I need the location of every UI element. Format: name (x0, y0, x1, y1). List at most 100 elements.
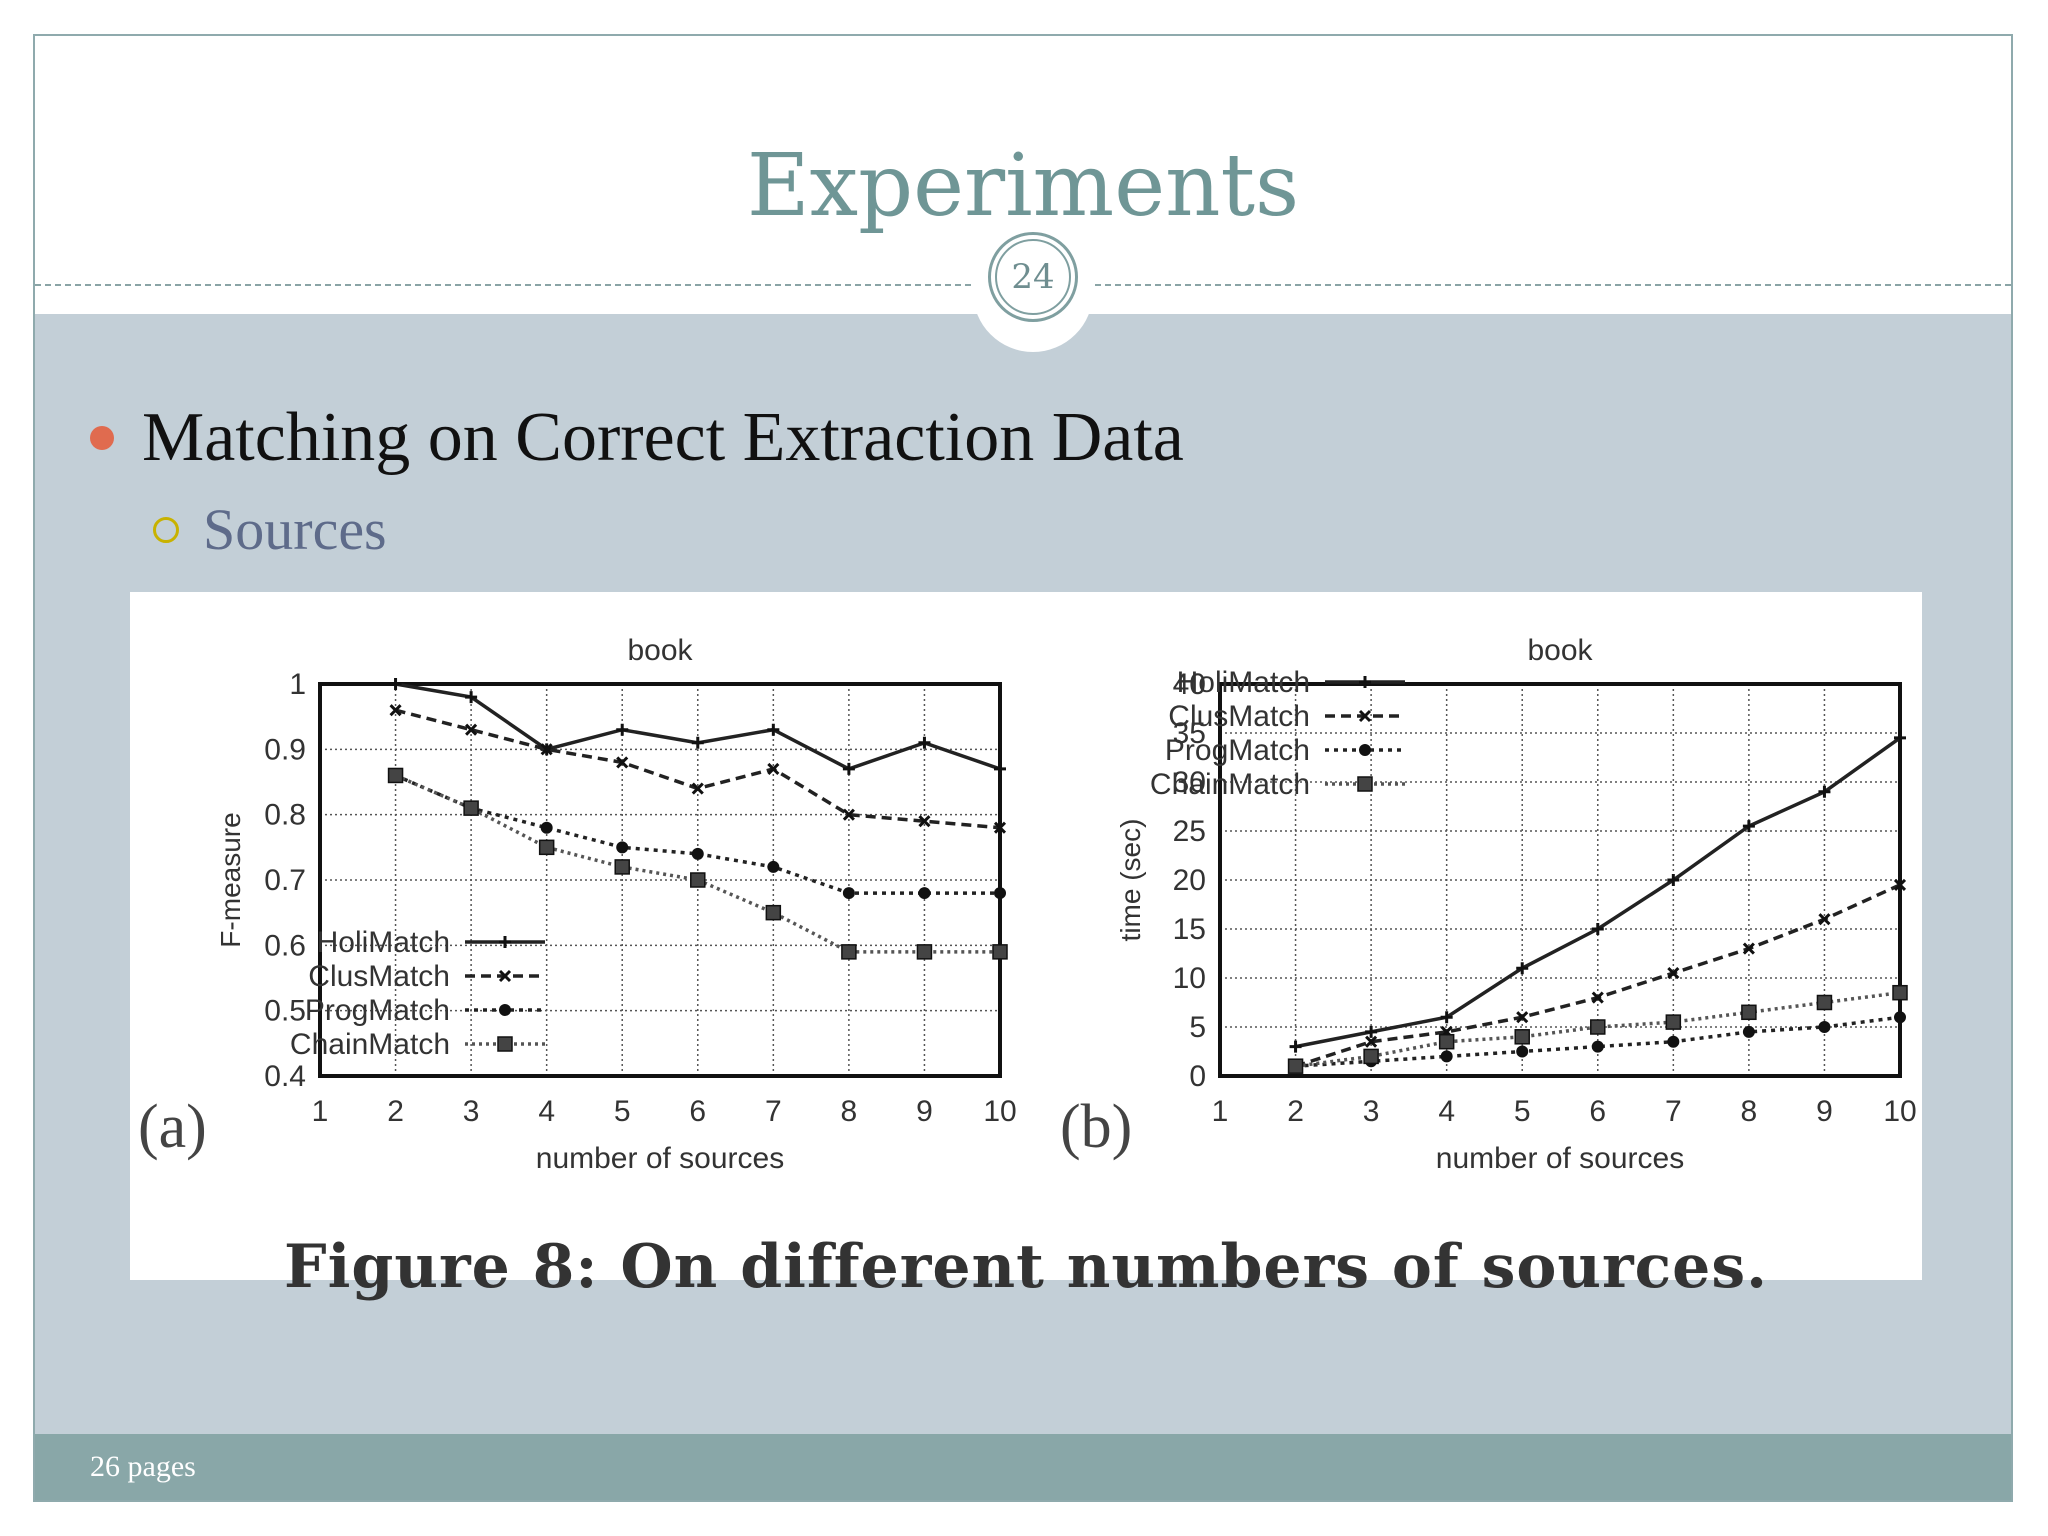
chart1-data-point-holimatch (918, 736, 931, 749)
chart1-x-tick-label: 8 (841, 1095, 858, 1128)
chart2-y-axis-label: time (sec) (1115, 819, 1146, 942)
chart2-legend-marker (1359, 676, 1371, 688)
chart1-data-point-clusmatch (767, 762, 780, 775)
chart1-y-tick-label: 0.5 (264, 995, 306, 1028)
chart2-x-tick-label: 4 (1438, 1095, 1455, 1128)
figure-image: 1 2 3 4 5 6 7 8 9 10 0.4 0.5 0.6 0.7 0.8 0.9 1 book number… (130, 592, 1922, 1302)
chart2-data-point-holimatch (1440, 1011, 1453, 1024)
chart2-data-point-progmatch (1591, 1040, 1604, 1053)
chart2-x-tick-label: 5 (1514, 1095, 1531, 1128)
chart2-x-axis-label: number of sources (1436, 1142, 1684, 1175)
chart2-title: book (1527, 634, 1593, 667)
chart2-legend-label: HoliMatch (1177, 666, 1310, 699)
chart2-data-point-holimatch (1365, 1025, 1378, 1038)
chart1-x-tick-label: 6 (689, 1095, 706, 1128)
chart1-data-point-progmatch (691, 847, 704, 860)
chart1-data-point-clusmatch (389, 704, 402, 717)
subfigure-label-b: (b) (1060, 1093, 1133, 1161)
chart2-x-tick-label: 7 (1665, 1095, 1682, 1128)
chart1-data-point-progmatch (994, 887, 1006, 900)
chart2-data-point-chainmatch (1590, 1019, 1606, 1035)
chart1-x-tick-label: 4 (538, 1095, 555, 1128)
chart2-legend-label: ProgMatch (1165, 734, 1310, 767)
chart2-data-point-progmatch (1516, 1045, 1529, 1058)
page-number-badge: 24 (988, 232, 1078, 322)
chart2-data-point-clusmatch (1591, 991, 1604, 1004)
chart2-y-tick-label: 25 (1173, 815, 1206, 848)
chart2-data-point-progmatch (1667, 1035, 1680, 1048)
chart1-data-point-clusmatch (691, 782, 704, 795)
chart1-data-point-clusmatch (993, 821, 1007, 834)
chart2-x-tick-label: 6 (1589, 1095, 1606, 1128)
chart1-data-point-progmatch (842, 887, 855, 900)
chart1-data-point-chainmatch (538, 839, 555, 856)
page-number: 24 (995, 239, 1071, 315)
chart1-x-tick-label: 3 (463, 1095, 480, 1128)
chart2-data-point-clusmatch (1742, 942, 1755, 955)
chart1-x-tick-label: 1 (312, 1095, 329, 1128)
chart2-data-point-chainmatch (1438, 1033, 1455, 1050)
chart2-x-tick-label: 10 (1883, 1095, 1916, 1128)
chart1-data-point-chainmatch (463, 800, 479, 816)
chart2-data-point-holimatch (1818, 785, 1831, 798)
chart1-data-point-holimatch (767, 723, 780, 736)
chart1-data-point-progmatch (540, 821, 553, 834)
chart1-data-point-chainmatch (841, 944, 857, 960)
chart1-x-tick-label: 9 (916, 1095, 933, 1128)
chart1-x-tick-label: 10 (983, 1095, 1016, 1128)
chart1-y-axis-label: F-measure (215, 812, 246, 947)
chart2-data-point-chainmatch (1287, 1058, 1304, 1074)
chart2-data-point-clusmatch (1365, 1035, 1378, 1048)
chart2-data-point-holimatch (1667, 874, 1680, 886)
chart2-x-tick-label: 2 (1287, 1095, 1304, 1128)
chart2-legend-label: ChainMatch (1150, 768, 1310, 801)
chart2-plot-frame (1218, 682, 1902, 1078)
subfigure-label-a: (a) (138, 1093, 207, 1161)
chart2-legend-label: ClusMatch (1168, 700, 1310, 733)
chart1-data-point-holimatch (994, 762, 1006, 775)
figure-caption: Figure 8: On different numbers of source… (283, 1232, 1769, 1302)
chart2-data-point-progmatch (1894, 1011, 1906, 1024)
chart2-data-point-chainmatch (1514, 1029, 1530, 1045)
footer-bar: 26 pages (35, 1434, 2011, 1500)
chart2-data-point-clusmatch (1818, 913, 1831, 926)
chart2-y-tick-label: 0 (1189, 1060, 1206, 1093)
chart2-data-point-holimatch (1742, 820, 1755, 833)
chart2-data-point-progmatch (1440, 1050, 1453, 1063)
sub-bullet-ring-icon (153, 516, 179, 543)
chart1-data-point-progmatch (767, 860, 780, 873)
chart1-data-point-clusmatch (465, 723, 478, 736)
figure-charts: 1 2 3 4 5 6 7 8 9 100.40.50.60.70.80.91booknumber… (215, 634, 1917, 1175)
chart1-data-point-holimatch (691, 736, 704, 749)
chart2-data-point-holimatch (1894, 731, 1906, 744)
chart2-data-point-chainmatch (1363, 1048, 1379, 1065)
chart1-legend-label: ClusMatch (308, 960, 450, 993)
chart1-y-tick-label: 0.6 (264, 929, 306, 962)
chart1-data-point-chainmatch (992, 944, 1008, 960)
chart1-data-point-clusmatch (540, 743, 553, 756)
chart2-data-point-progmatch (1818, 1021, 1831, 1033)
chart1-y-tick-label: 0.7 (264, 864, 306, 897)
chart1-data-point-progmatch (918, 887, 931, 900)
chart1-data-point-chainmatch (916, 944, 933, 960)
chart2-data-point-clusmatch (1516, 1011, 1529, 1024)
chart2-data-point-holimatch (1289, 1040, 1302, 1053)
chart1-legend-marker (499, 1004, 511, 1016)
chart1-series-line-progmatch (394, 773, 1000, 895)
chart1-data-point-chainmatch (690, 872, 706, 888)
chart2-y-tick-label: 30 (1173, 766, 1206, 799)
sub-bullet-item: Sources (153, 496, 387, 563)
chart2-data-point-holimatch (1516, 962, 1529, 975)
bullet-dot-icon (90, 426, 114, 450)
chart1-data-point-chainmatch (614, 859, 630, 875)
chart2-data-point-chainmatch (1816, 994, 1833, 1011)
chart1-legend-marker (498, 969, 512, 983)
chart2-x-tick-label: 1 (1212, 1095, 1229, 1128)
chart1-y-tick-label: 1 (289, 668, 306, 701)
chart2-series-line-progmatch (1295, 1015, 1901, 1068)
chart1-data-point-holimatch (842, 762, 855, 775)
chart1-legend-label: ChainMatch (290, 1028, 450, 1061)
slide-title: Experiments (746, 136, 1300, 236)
chart2-y-tick-label: 35 (1173, 717, 1206, 750)
chart2-data-point-chainmatch (1665, 1014, 1682, 1030)
